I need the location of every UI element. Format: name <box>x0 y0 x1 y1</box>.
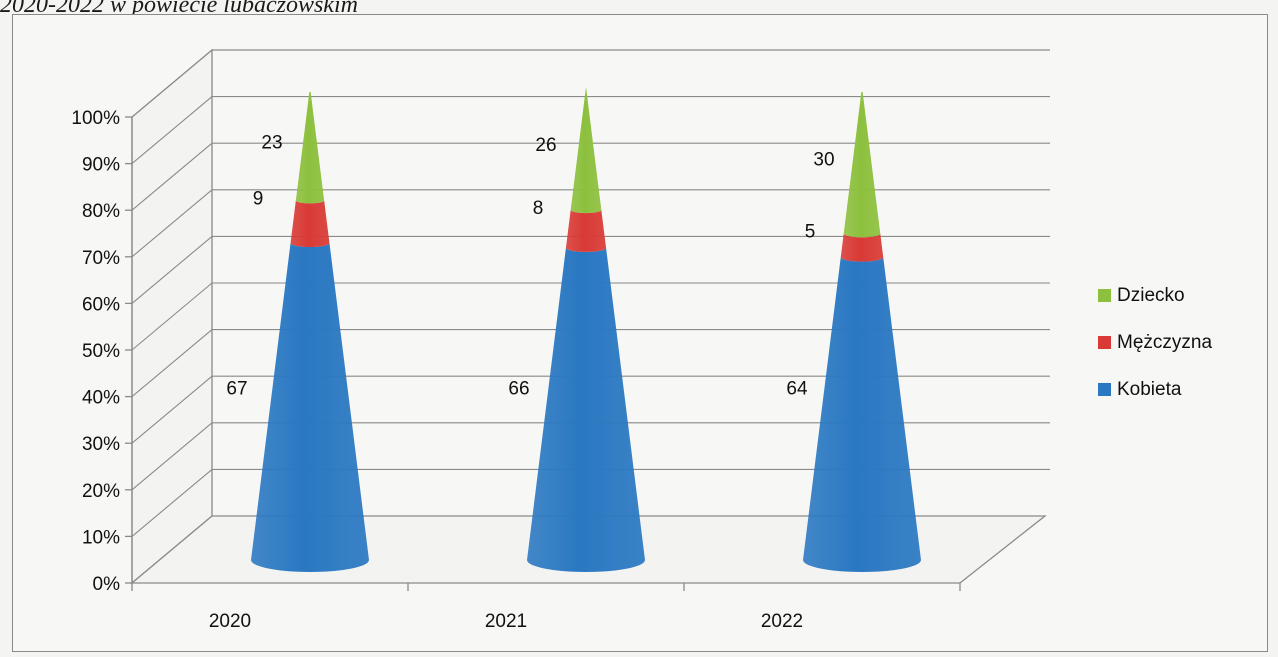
cone-segment-dziecko <box>570 87 602 214</box>
legend: Dziecko Mężczyzna Kobieta <box>1098 285 1212 400</box>
cone-segment-dziecko <box>843 91 881 238</box>
legend-swatch-mężczyzna <box>1098 336 1111 349</box>
x-category-label: 2022 <box>761 611 803 632</box>
cone-segment-kobieta <box>527 247 645 572</box>
cone-segment-mężczyzna <box>290 200 330 248</box>
data-label-kobieta: 64 <box>786 378 808 399</box>
gridline <box>131 235 1050 304</box>
y-tick-label: 60% <box>82 294 120 315</box>
gridlines <box>131 49 1050 537</box>
data-label-dziecko: 23 <box>261 132 282 153</box>
gridline <box>131 142 1050 211</box>
legend-swatch-kobieta <box>1098 383 1111 396</box>
y-tick-label: 10% <box>82 527 120 548</box>
data-label-mężczyzna: 8 <box>533 198 544 219</box>
legend-label-mężczyzna: Mężczyzna <box>1117 332 1212 353</box>
gridline <box>131 468 1050 537</box>
y-tick-label: 80% <box>82 201 120 222</box>
y-tick-label: 90% <box>82 155 120 176</box>
y-tick-label: 30% <box>82 434 120 455</box>
gridline <box>131 49 1050 118</box>
data-label-mężczyzna: 9 <box>253 189 264 210</box>
x-category-label: 2021 <box>485 611 527 632</box>
x-axis: 2020 2021 2022 <box>131 583 961 632</box>
y-tick-label: 70% <box>82 248 120 269</box>
cone-2022 <box>803 91 921 572</box>
y-axis: 0% 10% 20% 30% 40% 50% 60% 70% 80% 90% 100% <box>71 108 133 595</box>
gridline <box>131 282 1050 351</box>
legend-swatch-dziecko <box>1098 289 1111 302</box>
gridline <box>131 96 1050 165</box>
legend-label-dziecko: Dziecko <box>1117 285 1185 306</box>
cone-2021 <box>527 87 645 572</box>
data-label-dziecko: 30 <box>813 150 834 171</box>
gridline <box>131 375 1050 444</box>
chart-caption: 2020-2022 w powiecie lubaczowskim <box>0 0 358 18</box>
y-tick-label: 20% <box>82 481 120 502</box>
y-tick-label: 100% <box>71 108 120 129</box>
data-label-mężczyzna: 5 <box>805 222 816 243</box>
data-label-dziecko: 26 <box>535 135 556 156</box>
cone-2020 <box>251 91 369 572</box>
y-tick-label: 50% <box>82 341 120 362</box>
cone-segment-kobieta <box>251 243 369 572</box>
cone-segment-mężczyzna <box>840 233 884 262</box>
data-label-kobieta: 67 <box>226 378 247 399</box>
cones <box>251 87 921 572</box>
cone-segment-kobieta <box>803 257 921 572</box>
y-tick-label: 0% <box>93 574 121 595</box>
y-tick-label: 40% <box>82 388 120 409</box>
cone-segment-dziecko <box>295 91 325 204</box>
gridline <box>131 329 1050 398</box>
data-label-kobieta: 66 <box>508 378 529 399</box>
cone-segment-mężczyzna <box>565 209 607 252</box>
data-labels: 67 9 23 66 8 26 64 5 30 <box>226 132 834 399</box>
gridline <box>131 189 1050 258</box>
x-category-label: 2020 <box>209 611 251 632</box>
gridline <box>131 422 1050 491</box>
legend-label-kobieta: Kobieta <box>1117 379 1182 400</box>
